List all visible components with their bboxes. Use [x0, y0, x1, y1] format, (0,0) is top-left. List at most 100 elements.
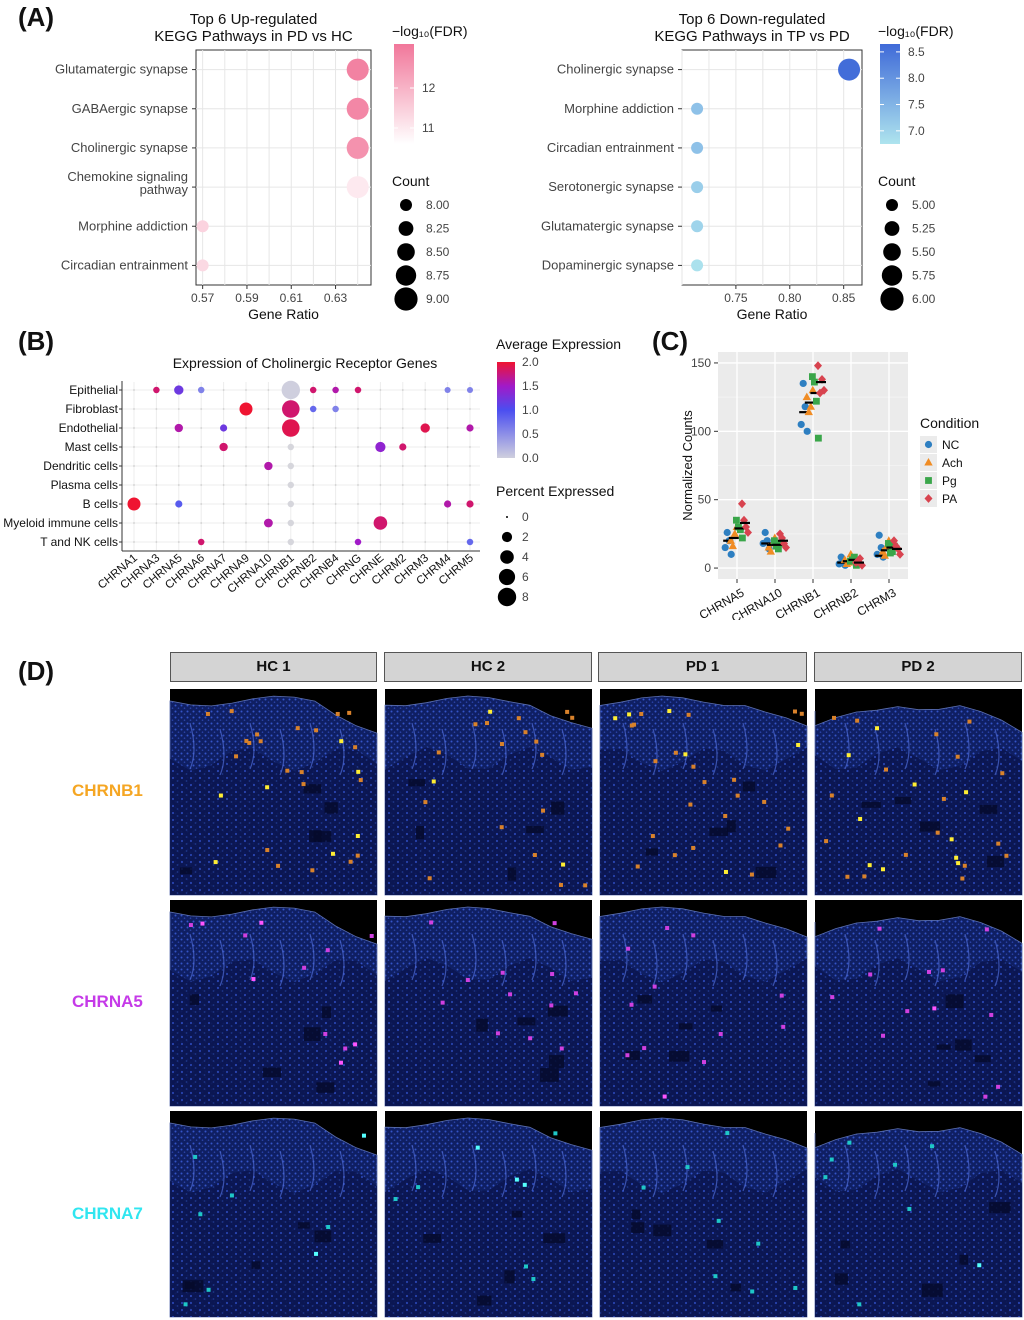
column-strip-pd1: PD 1	[598, 652, 807, 682]
baseline-dot	[357, 427, 359, 429]
rete-ridge	[874, 728, 880, 776]
dotplot-title: Expression of Cholinergic Receptor Genes	[173, 355, 438, 371]
tissue-stroma	[170, 959, 377, 1106]
baseline-dot	[267, 541, 270, 543]
baseline-dot	[469, 408, 471, 410]
pct-legend-title: Percent Expressed	[496, 483, 614, 499]
baseline-dot	[177, 522, 180, 524]
expression-spot	[824, 839, 829, 844]
point-square	[733, 516, 740, 524]
pct-legend-label: 0	[522, 510, 529, 524]
baseline-dot	[424, 446, 427, 448]
cell-type-label: B cells	[83, 497, 118, 511]
size-legend-dot	[880, 287, 904, 311]
expression-spot	[930, 1144, 935, 1149]
panel-letter-d: (D)	[18, 656, 55, 686]
expression-spot	[691, 845, 696, 850]
baseline-dot	[267, 389, 270, 391]
avg-tick-label: 1.0	[522, 403, 539, 417]
expression-spot	[846, 753, 851, 758]
rete-ridge	[772, 728, 778, 776]
baseline-dot	[312, 484, 315, 486]
dark-patch	[834, 1273, 848, 1285]
expression-spot	[475, 1145, 480, 1150]
category-label: Glutamatergic synapse	[541, 218, 674, 233]
baseline-dot	[312, 427, 315, 429]
point-circle	[803, 427, 811, 435]
expression-spot	[229, 1193, 234, 1198]
expression-spot	[528, 1036, 533, 1041]
legend-label: Ach	[942, 456, 963, 470]
expression-spot	[830, 995, 835, 1000]
pathway-dot	[346, 136, 369, 159]
point-circle	[723, 528, 731, 537]
expression-spot	[473, 722, 478, 727]
dark-patch	[730, 1283, 742, 1292]
rete-ridge	[682, 933, 688, 981]
pct-legend-label: 2	[522, 530, 529, 544]
pathway-dot	[691, 220, 704, 233]
legend-label: NC	[942, 438, 960, 452]
category-label: Morphine addiction	[78, 218, 188, 233]
baseline-dot	[446, 541, 449, 543]
rete-ridge	[934, 939, 940, 987]
expression-spot	[960, 876, 965, 881]
expression-spot	[857, 1302, 862, 1307]
point-circle	[727, 550, 735, 558]
baseline-dot	[334, 541, 337, 543]
expression-spot	[723, 813, 728, 818]
rete-ridge	[249, 722, 255, 770]
expression-spot	[243, 933, 248, 938]
baseline-dot	[424, 408, 427, 410]
column-strip-hc2: HC 2	[384, 652, 592, 682]
tissue-stroma	[385, 747, 592, 895]
expression-spot	[750, 1289, 755, 1294]
point-diamond	[814, 361, 822, 371]
rete-ridge	[531, 722, 537, 770]
baseline-dot	[245, 389, 247, 391]
x-tick-label: 0.57	[191, 291, 215, 305]
dark-patch	[507, 867, 517, 881]
expression-spot	[949, 837, 954, 842]
cell-type-label: T and NK cells	[40, 535, 118, 549]
category-label: pathway	[140, 182, 189, 197]
baseline-dot	[379, 541, 382, 543]
expression-dot	[263, 518, 273, 528]
dark-patch	[547, 1005, 568, 1017]
size-legend-label: 8.25	[426, 222, 450, 236]
cell-type-label: Myeloid immune cells	[3, 516, 118, 530]
baseline-dot	[334, 522, 337, 524]
expression-spot	[665, 926, 670, 931]
expression-spot	[552, 921, 557, 926]
pathway-dot	[691, 102, 704, 115]
size-legend-dot	[884, 221, 900, 236]
x-tick-label: 0.80	[778, 291, 802, 305]
dark-patch	[526, 825, 544, 834]
baseline-dot	[469, 465, 471, 467]
rete-ridge	[652, 939, 658, 987]
baseline-dot	[245, 484, 247, 486]
dark-patch	[711, 1005, 723, 1012]
dark-patch	[706, 1239, 724, 1249]
chart-title-line: KEGG Pathways in PD vs HC	[154, 28, 353, 45]
rete-ridge	[339, 939, 345, 987]
expression-spot	[558, 882, 563, 887]
rete-ridge	[904, 933, 910, 981]
rete-ridge	[501, 939, 507, 987]
expression-spot	[641, 1185, 646, 1190]
pathway-dot	[691, 181, 704, 194]
expression-spot	[881, 1033, 886, 1038]
point-triangle	[806, 402, 815, 410]
expression-spot	[369, 933, 374, 938]
expression-dot	[444, 386, 451, 394]
dark-patch	[314, 1230, 332, 1243]
expression-spot	[508, 992, 513, 997]
expression-spot	[234, 754, 239, 759]
expression-spot	[956, 861, 961, 866]
expression-spot	[516, 716, 521, 721]
baseline-dot	[245, 465, 247, 467]
baseline-dot	[401, 427, 404, 429]
expression-spot	[314, 1251, 319, 1256]
expression-spot	[639, 711, 644, 716]
